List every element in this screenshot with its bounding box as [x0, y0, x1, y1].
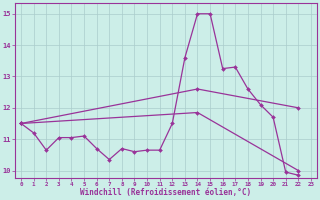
X-axis label: Windchill (Refroidissement éolien,°C): Windchill (Refroidissement éolien,°C) — [80, 188, 252, 197]
